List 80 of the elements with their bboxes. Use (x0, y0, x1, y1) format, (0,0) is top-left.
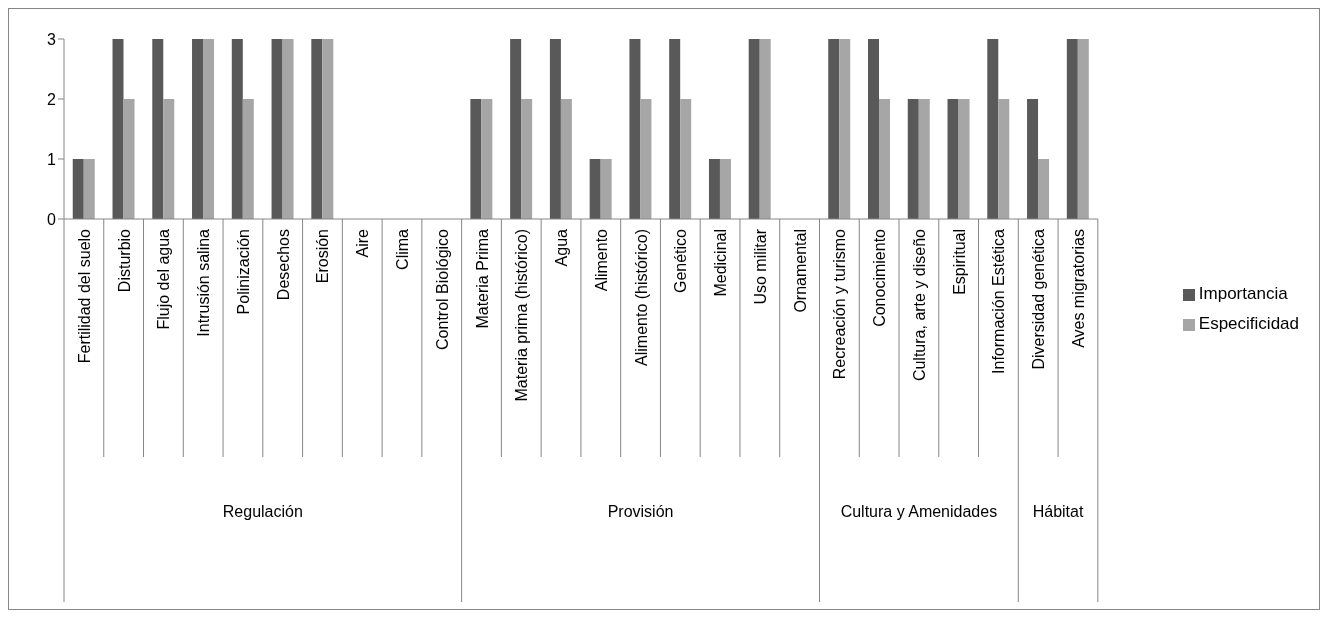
bar (322, 39, 334, 219)
text: Hábitat (1032, 503, 1084, 520)
bar (123, 99, 135, 219)
bar (998, 99, 1010, 219)
bar (282, 39, 294, 219)
bar (640, 99, 652, 219)
x-tick-label: Ornamental (791, 229, 809, 313)
x-tick-label: Uso militar (751, 228, 769, 305)
legend-label: Especificidad (1198, 314, 1299, 333)
x-tick-label: Agua (553, 228, 571, 267)
bar (828, 39, 840, 219)
bar (192, 39, 204, 219)
x-tick-label: Genético (672, 228, 690, 294)
x-tick-label: Fertilidad del suelo (75, 228, 93, 364)
bar (719, 159, 731, 219)
bar (879, 99, 890, 219)
bar (907, 99, 919, 219)
x-tick-label: Recreación y turismo (831, 228, 849, 380)
x-tick-label: Control Biológico (433, 228, 451, 350)
bar (152, 39, 164, 219)
text: Regulación (222, 503, 303, 520)
x-tick-label: Clima (393, 228, 411, 270)
bar (1027, 99, 1039, 219)
x-tick-label: Conocimiento (871, 228, 889, 327)
bar (163, 99, 175, 219)
bar (839, 39, 851, 219)
x-tick-label: Desechos (274, 229, 292, 301)
bar (600, 159, 612, 219)
bar (629, 39, 641, 219)
text: Cultura y Amenidades (840, 503, 998, 520)
bar (589, 159, 601, 219)
bar (748, 39, 760, 219)
x-tick-label: Materia Prima (473, 228, 491, 329)
bar (868, 39, 879, 219)
x-tick-label: Flujo del agua (155, 228, 173, 330)
bar (669, 39, 681, 219)
x-tick-label: Intrusión salina (195, 228, 213, 337)
x-tick-label: Alimento (histórico) (632, 229, 650, 366)
bar (947, 99, 959, 219)
x-tick-label: Cultura, arte y diseño (910, 228, 928, 382)
bar (1077, 39, 1089, 219)
x-tick-label: Diversidad genética (1030, 228, 1048, 370)
bar (1038, 159, 1050, 219)
x-tick-label: Medicinal (712, 229, 730, 297)
bar (510, 39, 522, 219)
bar (521, 99, 533, 219)
bar (231, 39, 243, 219)
y-tick-label: 1 (47, 150, 57, 168)
y-tick-label: 2 (47, 90, 57, 108)
bar (708, 159, 720, 219)
y-tick-label: 0 (47, 210, 57, 228)
x-tick-label: Disturbio (115, 228, 133, 293)
x-tick-label: Erosión (314, 229, 332, 284)
bar (987, 39, 999, 219)
bar (203, 39, 215, 219)
y-tick-label: 3 (47, 30, 57, 48)
bar (1066, 39, 1078, 219)
bar (680, 99, 692, 219)
x-tick-label: Aire (354, 228, 372, 258)
legend-label: Importancia (1198, 284, 1288, 303)
bar (112, 39, 124, 219)
bar (560, 99, 572, 219)
x-tick-label: Información Estética (990, 228, 1008, 374)
bar (271, 39, 283, 219)
bar (549, 39, 561, 219)
x-tick-label: Materia prima (histórico) (513, 229, 531, 402)
bar (242, 99, 254, 219)
text: Provisión (607, 503, 674, 520)
x-tick-label: Alimento (592, 228, 610, 292)
bar (958, 99, 970, 219)
x-tick-label: Polinización (234, 229, 252, 315)
bar (83, 159, 95, 219)
bar (918, 99, 930, 219)
bar (311, 39, 323, 219)
bar (759, 39, 771, 219)
bar (72, 159, 84, 219)
bar (481, 99, 493, 219)
x-tick-label: Aves migratorias (1069, 229, 1087, 348)
x-tick-label: Espiritual (950, 229, 968, 295)
bar (470, 99, 482, 219)
